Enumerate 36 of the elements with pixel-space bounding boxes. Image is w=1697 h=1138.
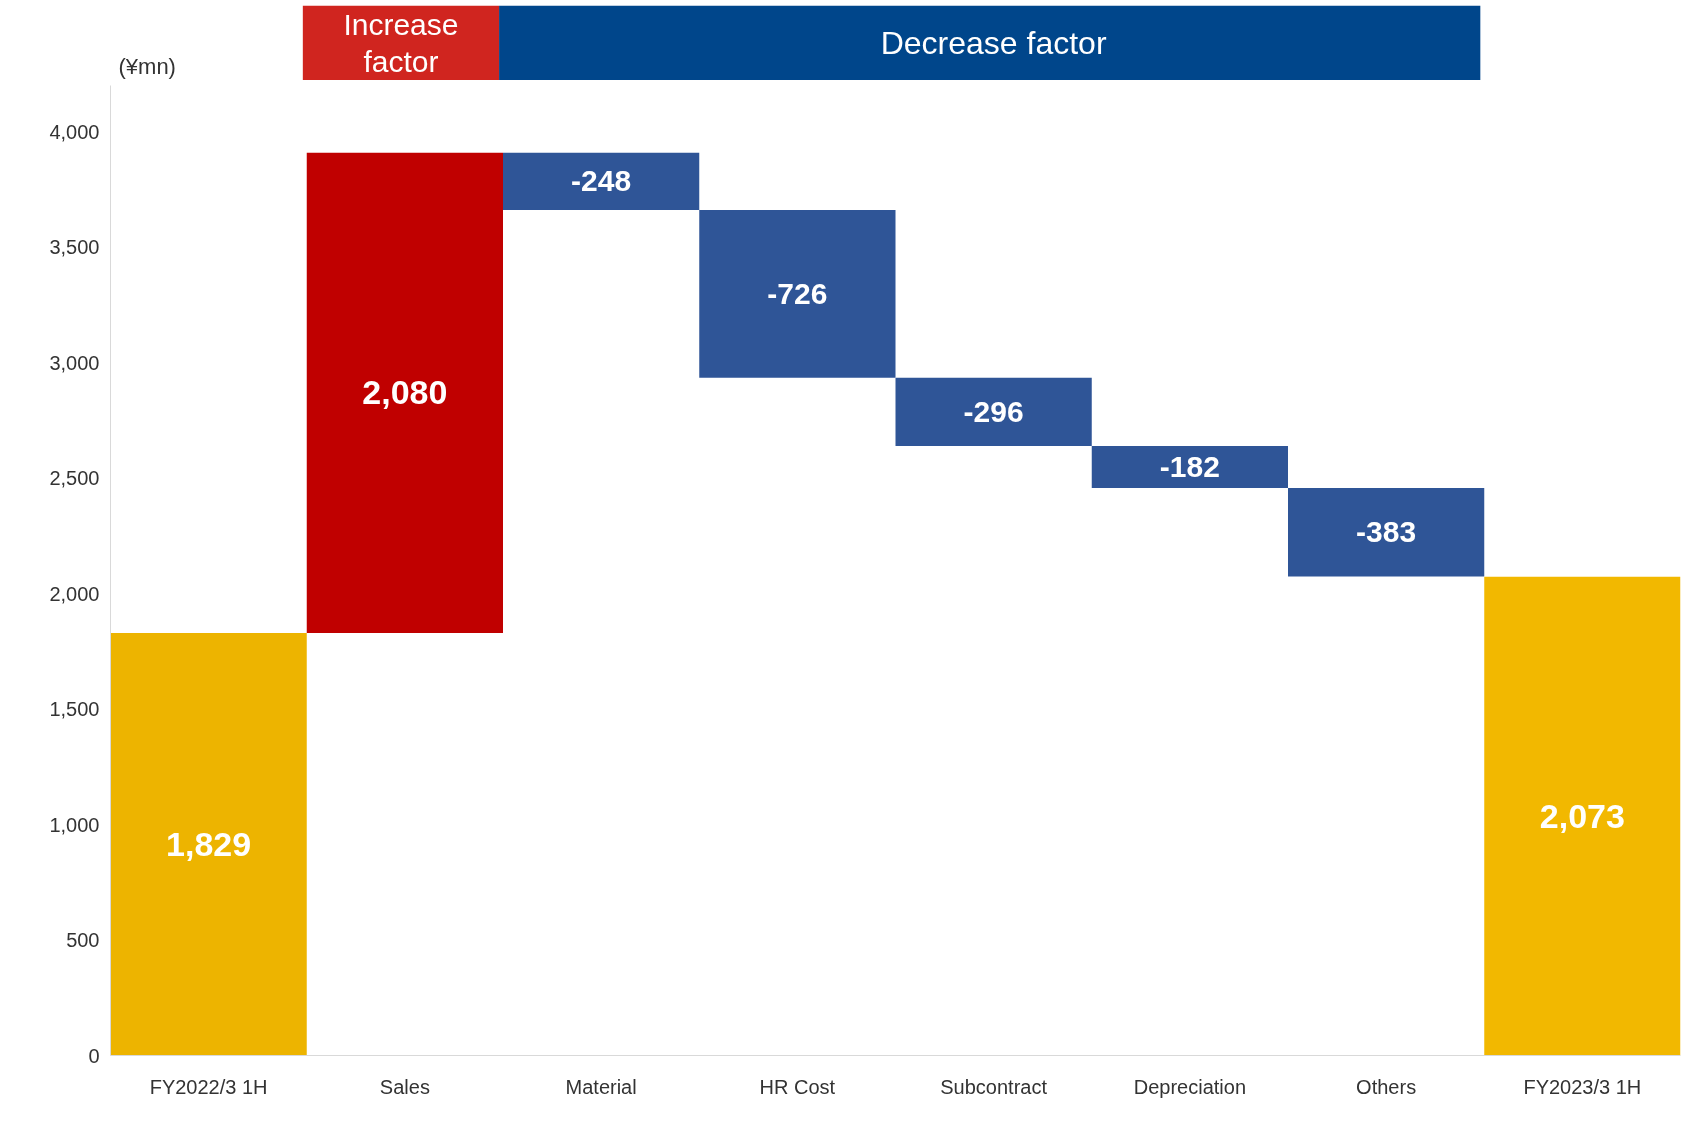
bar	[306, 152, 503, 634]
data-label: -248	[571, 164, 632, 198]
x-tick-label: Others	[1356, 1075, 1417, 1098]
y-axis-title: (¥mn)	[118, 53, 176, 79]
data-label: -383	[1356, 515, 1417, 549]
data-label: 2,080	[362, 373, 448, 412]
text: Increase factor	[343, 8, 459, 78]
y-tick-label: 500	[66, 929, 100, 952]
bar	[1091, 446, 1288, 489]
data-label: -296	[963, 394, 1024, 428]
x-tick-label: Depreciation	[1133, 1075, 1247, 1098]
bar	[110, 633, 307, 1056]
data-label: 2,073	[1539, 796, 1625, 835]
data-label: -182	[1159, 450, 1220, 484]
y-tick-label: 0	[88, 1044, 100, 1067]
bar	[699, 209, 896, 378]
y-tick-label: 2,000	[49, 582, 100, 605]
bar	[1484, 576, 1681, 1056]
y-tick-label: 1,500	[49, 698, 100, 721]
y-tick-label: 2,500	[49, 467, 100, 490]
x-tick-label: FY2023/3 1H	[1523, 1075, 1642, 1098]
x-tick-label: FY2022/3 1H	[149, 1075, 268, 1098]
data-label: -726	[767, 276, 828, 310]
x-tick-label: HR Cost	[759, 1075, 836, 1098]
x-tick-label: Subcontract	[940, 1075, 1048, 1098]
y-tick-label: 3,500	[49, 236, 100, 259]
text: Decrease factor	[880, 25, 1107, 61]
y-tick-label: 3,000	[49, 351, 100, 374]
x-tick-label: Sales	[379, 1075, 430, 1098]
y-tick-label: 1,000	[49, 813, 100, 836]
bar	[1288, 488, 1485, 577]
bar	[503, 152, 700, 210]
bar	[895, 377, 1092, 447]
x-tick-label: Material	[565, 1075, 637, 1098]
y-tick-label: 4,000	[49, 120, 100, 143]
data-label: 1,829	[166, 824, 252, 863]
